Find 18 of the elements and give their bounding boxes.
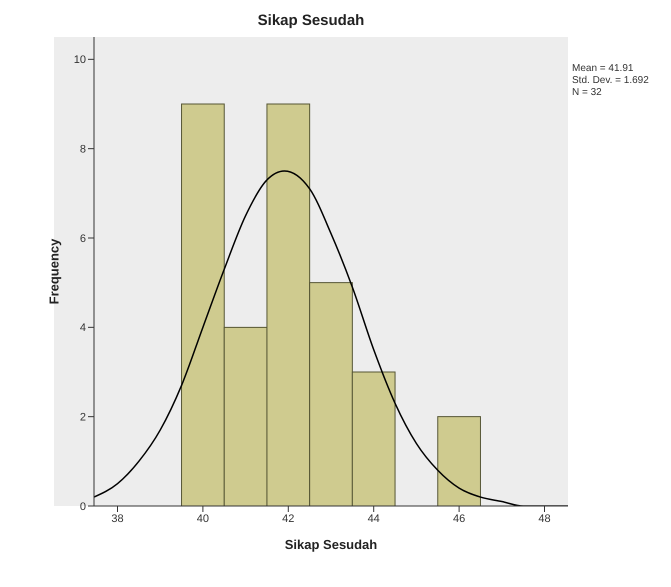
x-tick-label: 44 — [368, 512, 380, 525]
y-tick-label: 6 — [80, 232, 86, 245]
x-tick-label: 38 — [111, 512, 124, 525]
text: N = 32 — [572, 87, 603, 99]
x-axis-title: Sikap Sesudah — [284, 537, 378, 552]
x-tick-label: 42 — [282, 512, 294, 525]
y-tick-label: 0 — [80, 500, 86, 513]
y-tick-label: 8 — [80, 144, 86, 156]
y-axis-title: Frequency — [46, 238, 62, 304]
chart-title: Sikap Sesudah — [256, 12, 366, 29]
text: Mean = 41.91 — [572, 63, 634, 75]
text: Std. Dev. = 1.692 — [572, 75, 649, 87]
y-tick-label: 4 — [80, 322, 86, 334]
x-tick-label: 48 — [538, 512, 551, 525]
y-tick-label: 10 — [74, 54, 86, 66]
x-tick-label: 40 — [196, 512, 210, 525]
y-tick-label: 2 — [80, 412, 86, 424]
x-tick-label: 46 — [452, 512, 466, 525]
